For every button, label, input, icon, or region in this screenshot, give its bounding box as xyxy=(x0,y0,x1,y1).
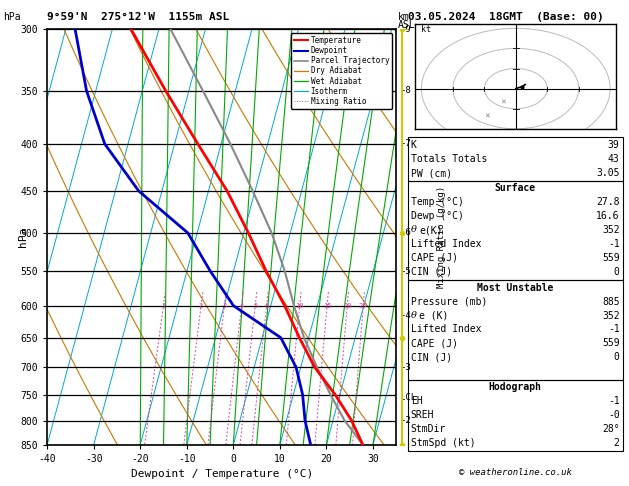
Text: -7: -7 xyxy=(401,139,411,148)
Text: 4: 4 xyxy=(240,303,243,309)
Text: StmSpd (kt): StmSpd (kt) xyxy=(411,438,476,448)
Text: 2: 2 xyxy=(199,303,203,309)
Text: 352: 352 xyxy=(602,311,620,321)
Text: -4: -4 xyxy=(401,311,411,320)
Text: Temp (°C): Temp (°C) xyxy=(411,197,464,208)
Text: K: K xyxy=(411,140,416,151)
Text: Most Unstable: Most Unstable xyxy=(477,283,554,293)
Text: 1: 1 xyxy=(161,303,165,309)
Text: Mixing Ratio (g/kg): Mixing Ratio (g/kg) xyxy=(437,186,446,288)
Text: -0: -0 xyxy=(608,410,620,420)
Text: hPa: hPa xyxy=(18,227,28,247)
Text: 352: 352 xyxy=(602,225,620,235)
Text: 03.05.2024  18GMT  (Base: 00): 03.05.2024 18GMT (Base: 00) xyxy=(408,12,603,22)
Text: 20: 20 xyxy=(343,303,352,309)
Text: 0: 0 xyxy=(614,352,620,362)
Text: Pressure (mb): Pressure (mb) xyxy=(411,296,487,307)
Text: CIN (J): CIN (J) xyxy=(411,266,452,277)
Text: 28°: 28° xyxy=(602,424,620,434)
Text: km: km xyxy=(398,12,409,22)
Text: SREH: SREH xyxy=(411,410,434,420)
Text: -2: -2 xyxy=(401,416,411,425)
Text: -5: -5 xyxy=(401,266,411,276)
Text: PW (cm): PW (cm) xyxy=(411,168,452,178)
Text: 5: 5 xyxy=(253,303,257,309)
Text: 10: 10 xyxy=(296,303,304,309)
Text: StmDir: StmDir xyxy=(411,424,446,434)
Text: 43: 43 xyxy=(608,155,620,164)
Text: Lifted Index: Lifted Index xyxy=(411,325,481,334)
Text: 0: 0 xyxy=(614,266,620,277)
Text: 27.8: 27.8 xyxy=(596,197,620,208)
Text: -1: -1 xyxy=(608,396,620,406)
Text: e (K): e (K) xyxy=(419,311,448,321)
X-axis label: Dewpoint / Temperature (°C): Dewpoint / Temperature (°C) xyxy=(131,469,313,479)
Text: 25: 25 xyxy=(359,303,367,309)
Text: -3: -3 xyxy=(401,363,411,372)
Text: -1: -1 xyxy=(608,239,620,249)
Text: © weatheronline.co.uk: © weatheronline.co.uk xyxy=(459,468,572,477)
Text: hPa: hPa xyxy=(3,12,21,22)
Text: 9°59'N  275°12'W  1155m ASL: 9°59'N 275°12'W 1155m ASL xyxy=(47,12,230,22)
Text: -8: -8 xyxy=(401,86,411,95)
Text: CAPE (J): CAPE (J) xyxy=(411,253,458,263)
Text: -6: -6 xyxy=(401,228,411,238)
Text: θ: θ xyxy=(411,311,416,320)
Text: EH: EH xyxy=(411,396,423,406)
Text: 39: 39 xyxy=(608,140,620,151)
Text: kt: kt xyxy=(421,25,431,35)
Text: ✕: ✕ xyxy=(500,100,506,105)
Text: CIN (J): CIN (J) xyxy=(411,352,452,362)
Text: 2: 2 xyxy=(614,438,620,448)
Text: 6: 6 xyxy=(265,303,269,309)
Text: 559: 559 xyxy=(602,253,620,263)
Text: LCL: LCL xyxy=(401,393,416,402)
Text: ASL: ASL xyxy=(398,20,415,31)
Text: -9: -9 xyxy=(401,25,411,34)
Text: -1: -1 xyxy=(608,325,620,334)
Text: CAPE (J): CAPE (J) xyxy=(411,338,458,348)
Text: 3.05: 3.05 xyxy=(596,168,620,178)
Text: Totals Totals: Totals Totals xyxy=(411,155,487,164)
Text: e(K): e(K) xyxy=(419,225,442,235)
Text: 16.6: 16.6 xyxy=(596,211,620,221)
Text: Surface: Surface xyxy=(494,184,536,193)
Text: 885: 885 xyxy=(602,296,620,307)
Text: Lifted Index: Lifted Index xyxy=(411,239,481,249)
Text: 3: 3 xyxy=(222,303,226,309)
Text: Dewp (°C): Dewp (°C) xyxy=(411,211,464,221)
Text: Hodograph: Hodograph xyxy=(489,382,542,392)
Legend: Temperature, Dewpoint, Parcel Trajectory, Dry Adiabat, Wet Adiabat, Isotherm, Mi: Temperature, Dewpoint, Parcel Trajectory… xyxy=(291,33,392,109)
Text: θ: θ xyxy=(411,225,416,234)
Text: 559: 559 xyxy=(602,338,620,348)
Text: ✕: ✕ xyxy=(484,114,491,120)
Text: 15: 15 xyxy=(323,303,331,309)
